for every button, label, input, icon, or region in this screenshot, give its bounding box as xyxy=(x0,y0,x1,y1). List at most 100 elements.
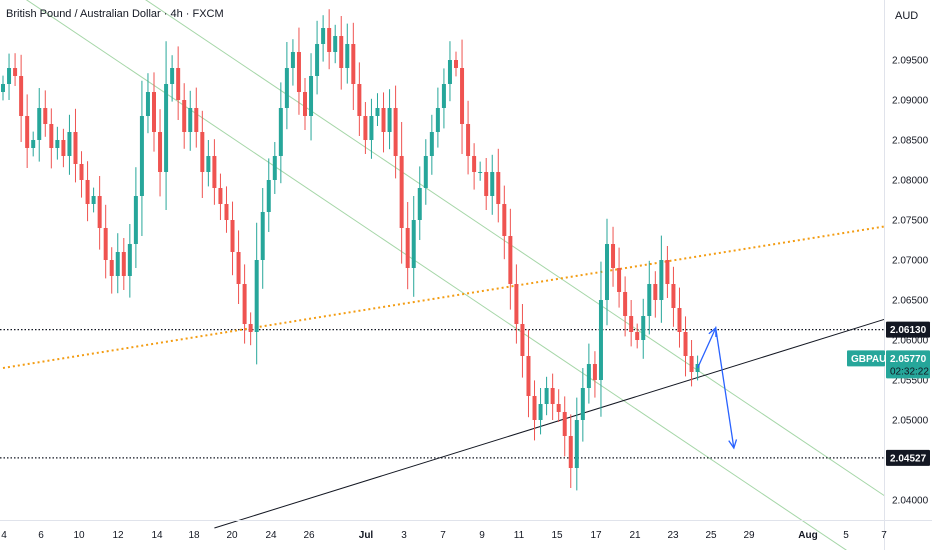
candle xyxy=(7,68,12,84)
candle xyxy=(254,260,259,332)
candle xyxy=(73,132,78,164)
candle xyxy=(152,92,156,132)
candle xyxy=(605,244,609,300)
candle xyxy=(514,284,519,324)
candle xyxy=(526,356,531,396)
candle xyxy=(266,180,271,212)
level-tag-label: 2.06130 xyxy=(890,325,927,336)
candle xyxy=(429,132,434,156)
candle xyxy=(290,52,295,68)
candle xyxy=(91,196,96,204)
candle xyxy=(550,388,555,404)
candle xyxy=(333,36,338,52)
candle xyxy=(296,52,301,92)
candle xyxy=(79,164,84,180)
x-tick-label: 12 xyxy=(112,530,124,541)
candle xyxy=(556,404,561,412)
candle xyxy=(31,140,36,148)
candle xyxy=(164,84,169,172)
candle xyxy=(170,68,175,84)
candle xyxy=(423,156,428,188)
y-tick-label: 2.05000 xyxy=(892,416,929,427)
candle xyxy=(200,132,205,172)
x-tick-label: 23 xyxy=(667,530,679,541)
candle xyxy=(315,44,320,76)
candle xyxy=(466,124,471,156)
forecast-path xyxy=(697,325,735,449)
y-tick-label: 2.08500 xyxy=(892,136,929,147)
candle xyxy=(49,124,54,148)
candle xyxy=(303,92,307,116)
candle xyxy=(109,260,114,276)
candle xyxy=(212,156,217,188)
x-tick-label: 17 xyxy=(590,530,602,541)
forecast-arrowhead-up xyxy=(708,326,717,338)
x-tick-label: 25 xyxy=(705,530,717,541)
x-tick-label: Jul xyxy=(359,530,374,541)
candle xyxy=(647,284,652,316)
candle xyxy=(659,260,664,300)
y-tick-label: 2.09000 xyxy=(892,96,929,107)
candle xyxy=(635,332,640,340)
y-tick-label: 2.06500 xyxy=(892,296,929,307)
candle xyxy=(490,172,495,196)
x-tick-label: 6 xyxy=(38,530,44,541)
candle xyxy=(375,108,380,116)
x-tick-label: 5 xyxy=(843,530,849,541)
y-tick-label: 2.04000 xyxy=(892,496,929,507)
countdown-label: 02:32:22 xyxy=(890,366,929,377)
symbol-tag-bg xyxy=(847,350,885,367)
level-tag-label: 2.04527 xyxy=(890,453,927,464)
candle xyxy=(345,44,350,68)
candle xyxy=(544,388,549,404)
x-tick-label: 10 xyxy=(73,530,85,541)
candle xyxy=(435,108,440,132)
candle xyxy=(194,108,199,132)
candle xyxy=(176,68,181,100)
candle xyxy=(598,300,603,380)
candle xyxy=(671,284,676,308)
x-tick-label: 3 xyxy=(401,530,407,541)
candle xyxy=(653,284,658,300)
candle xyxy=(617,268,622,292)
candle xyxy=(574,420,579,468)
candle xyxy=(55,140,60,148)
candle xyxy=(580,388,585,420)
y-tick-label: 2.05500 xyxy=(892,376,929,387)
orange-trend-line xyxy=(2,225,885,369)
candle xyxy=(677,308,682,332)
y-tick-label: 2.06000 xyxy=(892,336,929,347)
candle xyxy=(363,116,368,140)
candle xyxy=(568,436,573,468)
candle xyxy=(182,100,187,132)
candle xyxy=(357,84,362,116)
x-tick-label: Aug xyxy=(798,530,817,541)
candle xyxy=(387,108,392,132)
candle xyxy=(399,156,404,228)
y-tick-label: 2.07000 xyxy=(892,256,929,267)
level-tag-bg xyxy=(886,321,930,338)
candle xyxy=(351,44,356,84)
candle xyxy=(478,172,483,173)
candle xyxy=(67,132,72,156)
x-tick-label: 4 xyxy=(1,530,7,541)
candle xyxy=(115,252,120,276)
candle xyxy=(562,412,567,436)
support-trend-line xyxy=(214,318,885,529)
x-tick-label: 24 xyxy=(265,530,277,541)
candle xyxy=(405,228,410,268)
candle xyxy=(665,260,670,284)
candle xyxy=(592,364,597,380)
candle xyxy=(37,108,42,140)
y-tick-label: 2.09500 xyxy=(892,56,929,67)
x-tick-label: 15 xyxy=(551,530,563,541)
candle xyxy=(13,68,18,76)
candle xyxy=(496,172,501,204)
candle xyxy=(145,92,150,116)
candle xyxy=(188,108,193,132)
candle xyxy=(393,108,398,156)
candle xyxy=(260,212,265,260)
candle xyxy=(158,132,163,172)
